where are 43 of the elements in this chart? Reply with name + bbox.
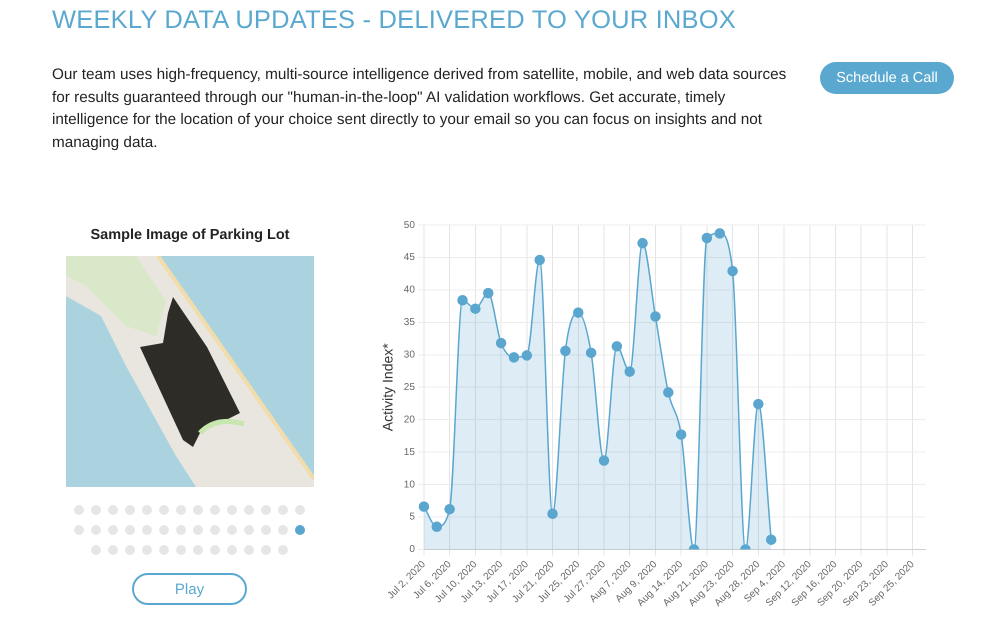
point xyxy=(508,352,520,363)
point xyxy=(418,501,430,512)
point xyxy=(650,311,661,322)
point xyxy=(714,228,725,239)
point xyxy=(663,387,674,398)
point xyxy=(573,307,584,318)
y-tick-label: 40 xyxy=(404,284,416,296)
point xyxy=(753,398,764,410)
point xyxy=(496,338,506,348)
y-tick-label: 0 xyxy=(409,544,416,556)
point xyxy=(727,266,738,276)
point xyxy=(432,521,442,532)
y-tick-label: 10 xyxy=(404,479,416,490)
y-tick-label: 20 xyxy=(404,414,416,426)
text: Sample Image of Parking Lot xyxy=(89,227,290,243)
point xyxy=(457,295,468,306)
y-tick-label: 35 xyxy=(404,317,416,328)
y-tick-label: 5 xyxy=(409,512,416,523)
y-tick-label: 30 xyxy=(404,350,416,361)
chart-subtitle: Our team uses high-frequency, multi-source intelligence derived from satellite, mobile, and web data sources for results guaranteed through our "human-in-the-loop" AI validation workflows. Get accurate, timely intelligence for the location of your choice sent directly to your email so you can focus on insights and not managing data. xyxy=(52,65,788,152)
point xyxy=(637,238,648,248)
point xyxy=(534,254,545,266)
point xyxy=(547,508,558,520)
chart-title: WEEKLY DATA UPDATES - DELIVERED TO YOUR INBOX xyxy=(52,6,736,35)
point xyxy=(560,346,571,356)
point xyxy=(624,366,635,377)
y-tick-label: 25 xyxy=(404,382,416,393)
y-tick-label: 45 xyxy=(404,252,416,264)
point xyxy=(482,288,494,298)
point xyxy=(676,429,686,440)
point xyxy=(766,534,776,545)
point xyxy=(470,303,481,314)
point xyxy=(444,504,455,514)
y-tick-label: 50 xyxy=(404,220,416,231)
play-button[interactable]: Play xyxy=(132,573,247,605)
point xyxy=(586,348,596,358)
point xyxy=(702,232,712,244)
point xyxy=(612,341,622,352)
y-tick-label: 15 xyxy=(404,446,416,458)
y-axis-title: Activity Index* xyxy=(379,342,396,432)
point xyxy=(522,350,532,361)
call-button[interactable]: Schedule a Call xyxy=(820,62,954,94)
point xyxy=(598,455,610,466)
